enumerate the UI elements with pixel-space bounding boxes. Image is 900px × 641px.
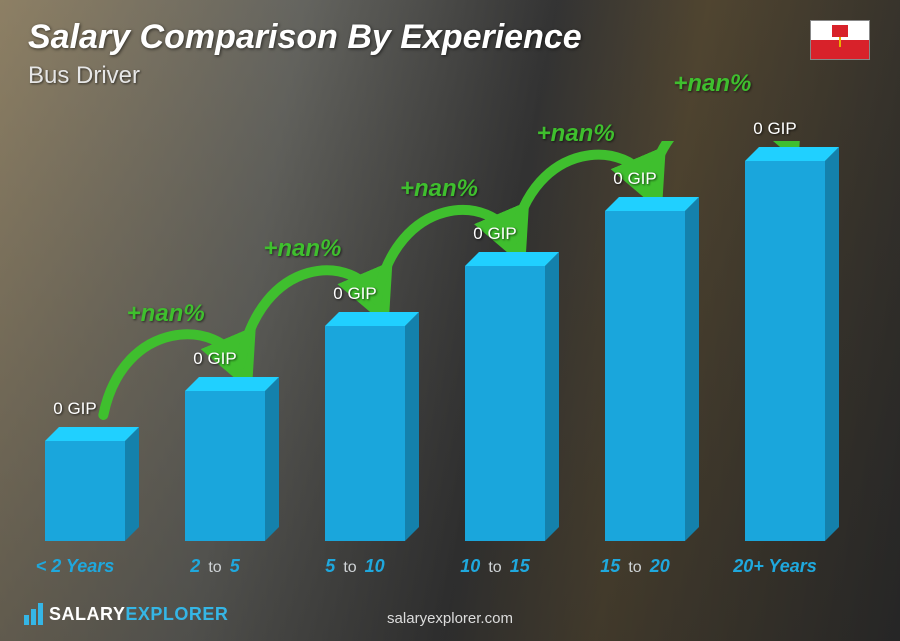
category-label: 5 to 10 [285, 556, 425, 577]
category-label: 20+ Years [705, 556, 845, 577]
growth-label: +nan% [400, 175, 478, 203]
bar-value-label: 0 GIP [15, 399, 135, 419]
bar-value-label: 0 GIP [575, 169, 695, 189]
bar-value-label: 0 GIP [295, 284, 415, 304]
bar3d [185, 391, 275, 541]
bar3d [465, 266, 555, 541]
footer-url: salaryexplorer.com [387, 610, 513, 627]
gibraltar-flag-icon [810, 20, 870, 60]
category-label: 10 to 15 [425, 556, 565, 577]
bar-0: 0 GIP< 2 Years [30, 441, 150, 541]
chart-stage: Salary Comparison By Experience Bus Driv… [0, 0, 900, 641]
bar3d [605, 211, 695, 541]
logo-text: SALARYEXPLORER [49, 604, 228, 625]
bar-value-label: 0 GIP [715, 119, 835, 139]
bar-1: 0 GIP2 to 5 [170, 391, 290, 541]
category-label: 2 to 5 [145, 556, 285, 577]
logo-bars-icon [24, 603, 43, 625]
bar-chart: 0 GIP< 2 Years0 GIP2 to 50 GIP5 to 100 G… [30, 110, 850, 581]
bar-4: 0 GIP15 to 20 [590, 211, 710, 541]
bar-2: 0 GIP5 to 10 [310, 326, 430, 541]
growth-label: +nan% [127, 300, 205, 328]
chart-title: Salary Comparison By Experience [28, 18, 582, 57]
growth-label: +nan% [263, 235, 341, 263]
bar3d [325, 326, 415, 541]
bar3d [45, 441, 135, 541]
growth-label: +nan% [537, 120, 615, 148]
category-label: 15 to 20 [565, 556, 705, 577]
chart-subtitle: Bus Driver [28, 62, 140, 90]
bar-5: 0 GIP20+ Years [730, 161, 850, 541]
growth-label: +nan% [673, 70, 751, 98]
bar-3: 0 GIP10 to 15 [450, 266, 570, 541]
salaryexplorer-logo: SALARYEXPLORER [24, 603, 228, 625]
bar-value-label: 0 GIP [435, 224, 555, 244]
bar-value-label: 0 GIP [155, 349, 275, 369]
bar3d [745, 161, 835, 541]
category-label: < 2 Years [5, 556, 145, 577]
